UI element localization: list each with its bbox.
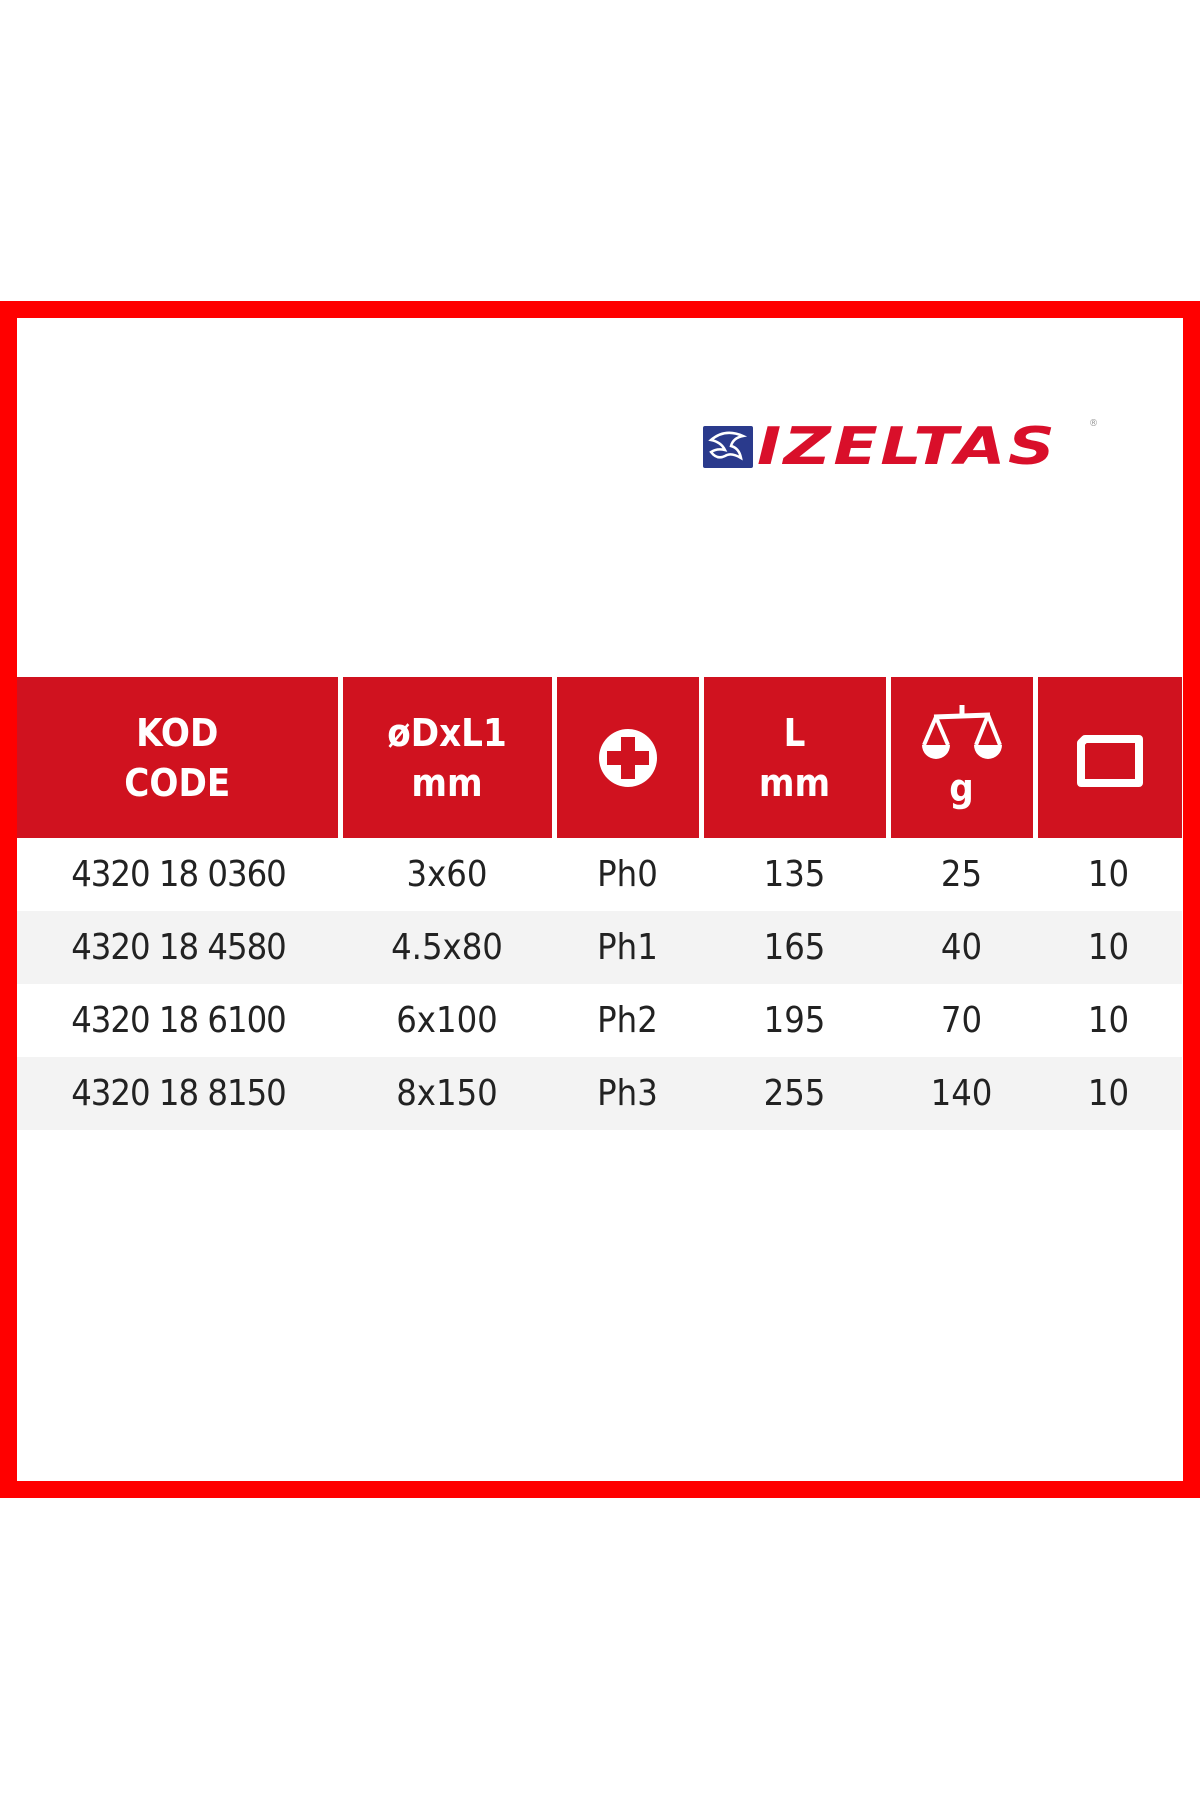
cell-tip: Ph1 <box>554 911 701 984</box>
izeltas-logo: IZELTAS ® <box>703 418 1098 473</box>
header-tip-type <box>551 677 701 838</box>
cell-dimensions: 6x100 <box>396 1000 498 1041</box>
cell-pack-qty: 10 <box>1087 1000 1130 1041</box>
cell-tip: Ph3 <box>554 1057 701 1130</box>
table-row: 4320 18 6100 6x100 Ph2 195 70 10 <box>17 984 1182 1057</box>
cell-weight: 140 <box>888 1057 1035 1130</box>
cell-pack-qty: 10 <box>1035 1057 1182 1130</box>
cell-code: 4320 18 6100 <box>71 1000 287 1041</box>
table-row: 4320 18 8150 8x150 Ph3 255 140 10 <box>17 1057 1182 1130</box>
cell-code: 4320 18 8150 <box>17 1057 340 1130</box>
cell-code: 4320 18 0360 <box>71 854 287 895</box>
registered-mark: ® <box>1089 418 1098 429</box>
cell-length: 195 <box>763 1000 826 1041</box>
cell-length: 135 <box>763 854 826 895</box>
header-code-line1: KOD <box>136 710 219 755</box>
cell-weight: 40 <box>888 911 1035 984</box>
table-row: 4320 18 0360 3x60 Ph0 135 25 10 <box>17 838 1182 911</box>
cell-tip: Ph2 <box>597 1000 658 1041</box>
table-row: 4320 18 4580 4.5x80 Ph1 165 40 10 <box>17 911 1182 984</box>
header-pack-qty <box>1032 677 1183 838</box>
scale-icon <box>891 703 1033 763</box>
header-dim-line1: øDxL1 <box>387 710 507 755</box>
cell-code: 4320 18 4580 <box>17 911 340 984</box>
cell-length: 255 <box>701 1057 888 1130</box>
cell-dimensions: 3x60 <box>406 854 488 895</box>
header-weight: g <box>885 677 1035 838</box>
header-length-line2: mm <box>758 760 831 805</box>
izeltas-emblem-icon <box>703 426 753 468</box>
red-frame <box>0 301 1200 1498</box>
cell-weight: 25 <box>940 854 983 895</box>
phillips-cross-icon <box>557 727 699 789</box>
header-code-line2: CODE <box>124 760 231 805</box>
cell-dimensions: 4.5x80 <box>340 911 554 984</box>
package-box-icon <box>1038 727 1183 789</box>
cell-length: 165 <box>701 911 888 984</box>
logo-text: IZELTAS <box>757 417 1058 477</box>
cell-pack-qty: 10 <box>1087 854 1130 895</box>
header-dimensions: øDxL1 mm <box>337 677 554 838</box>
cell-tip: Ph0 <box>597 854 658 895</box>
cell-weight: 70 <box>940 1000 983 1041</box>
header-length-line1: L <box>783 710 806 755</box>
cell-dimensions: 8x150 <box>340 1057 554 1130</box>
header-code: KOD CODE <box>17 677 340 838</box>
header-weight-unit: g <box>949 765 974 810</box>
cell-pack-qty: 10 <box>1035 911 1182 984</box>
header-dim-line2: mm <box>411 760 483 805</box>
